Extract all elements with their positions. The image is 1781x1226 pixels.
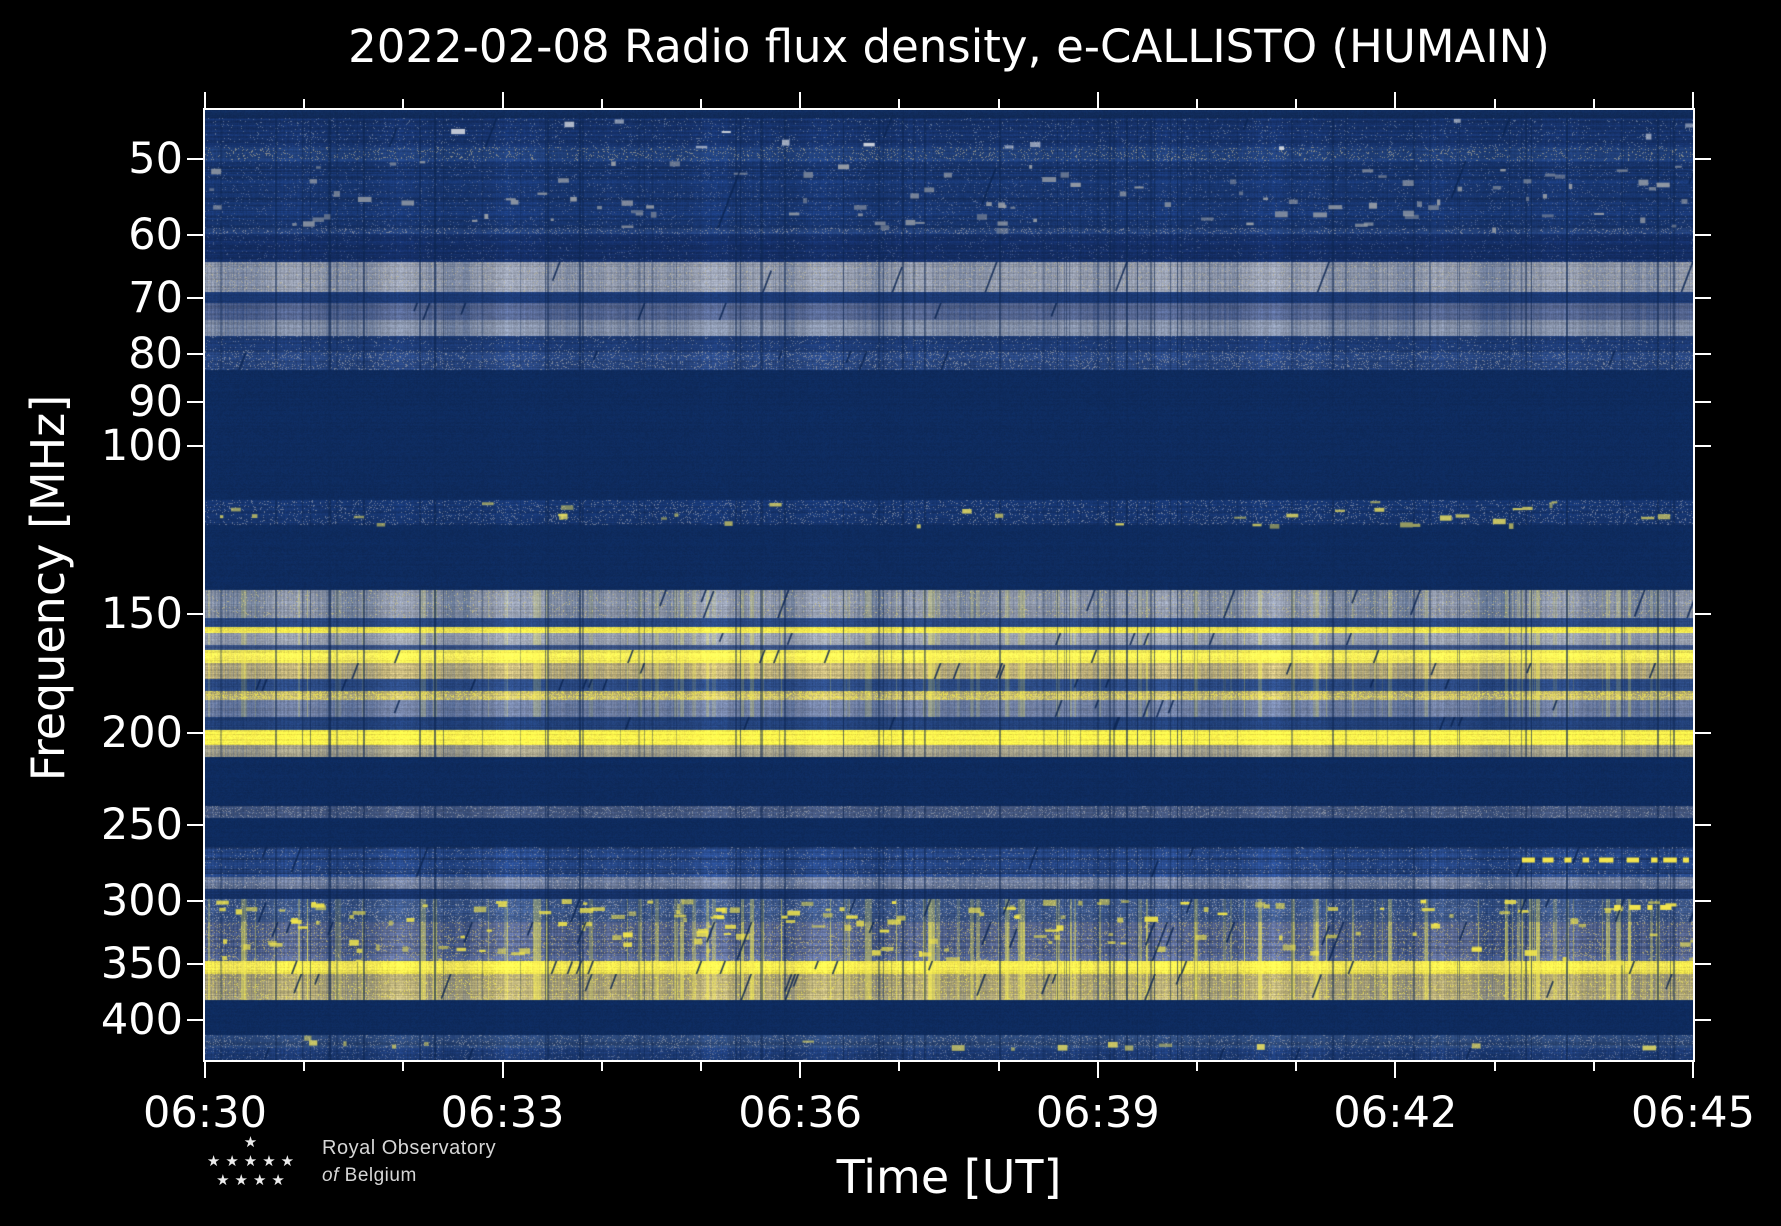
axis-spine-top [203, 108, 1695, 110]
x-tick-minor-top [898, 99, 900, 108]
x-tick-minor-top [700, 99, 702, 108]
spectrogram-canvas [205, 110, 1693, 1060]
stars-row-3: ★★★★ [216, 1171, 290, 1189]
y-tick-major [187, 445, 203, 447]
y-tick-label: 50 [128, 134, 183, 184]
x-tick-minor-top [1295, 99, 1297, 108]
chart-title: 2022-02-08 Radio flux density, e-CALLIST… [348, 20, 1550, 73]
y-axis-title: Frequency [MHz] [21, 394, 75, 782]
axis-spine-left [203, 108, 205, 1062]
x-tick-minor [1295, 1062, 1297, 1071]
y-tick-major [187, 234, 203, 236]
x-tick-minor-top [402, 99, 404, 108]
x-tick-major [1692, 1062, 1694, 1078]
x-tick-minor [700, 1062, 702, 1071]
x-tick-minor-top [601, 99, 603, 108]
rob-logo-text: Royal Observatory of Belgium [322, 1137, 496, 1187]
stars-row-1: ★ [243, 1133, 263, 1151]
x-tick-major [799, 1062, 801, 1078]
y-tick-major [187, 732, 203, 734]
y-tick-major [187, 900, 203, 902]
x-tick-major [1097, 1062, 1099, 1078]
y-tick-major-right [1695, 297, 1711, 299]
y-tick-major [187, 824, 203, 826]
x-tick-major-top [502, 92, 504, 108]
rob-logo-stars-icon: ★ ★★★★★ ★★★★ [198, 1133, 308, 1190]
x-tick-minor-top [303, 99, 305, 108]
rob-logo: ★ ★★★★★ ★★★★ Royal Observatory of Belgiu… [198, 1133, 496, 1190]
axis-spine-right [1693, 108, 1695, 1062]
y-tick-label: 400 [100, 995, 183, 1045]
x-tick-major [1394, 1062, 1396, 1078]
y-tick-major-right [1695, 234, 1711, 236]
y-tick-label: 300 [100, 876, 183, 926]
x-tick-minor-top [1593, 99, 1595, 108]
y-tick-label: 200 [100, 708, 183, 758]
y-tick-major-right [1695, 613, 1711, 615]
x-tick-minor [1494, 1062, 1496, 1071]
y-tick-major-right [1695, 900, 1711, 902]
y-tick-major-right [1695, 732, 1711, 734]
x-tick-minor [998, 1062, 1000, 1071]
x-tick-minor [402, 1062, 404, 1071]
x-tick-major-top [1394, 92, 1396, 108]
y-tick-label: 150 [100, 589, 183, 639]
x-tick-major [204, 1062, 206, 1078]
x-tick-major-top [204, 92, 206, 108]
x-tick-minor-top [1196, 99, 1198, 108]
y-tick-major-right [1695, 1019, 1711, 1021]
stars-row-2: ★★★★★ [206, 1152, 300, 1170]
y-tick-major [187, 1019, 203, 1021]
y-tick-major-right [1695, 158, 1711, 160]
x-tick-minor [1593, 1062, 1595, 1071]
x-tick-major-top [799, 92, 801, 108]
y-tick-label: 60 [128, 210, 183, 260]
x-tick-major-top [1692, 92, 1694, 108]
x-axis-title: Time [UT] [836, 1150, 1062, 1204]
y-tick-major [187, 401, 203, 403]
spectrogram-plot [205, 110, 1693, 1060]
y-tick-major-right [1695, 353, 1711, 355]
rob-logo-belgium: Belgium [344, 1164, 417, 1186]
y-tick-label: 70 [128, 273, 183, 323]
y-tick-major-right [1695, 401, 1711, 403]
y-tick-label: 90 [128, 377, 183, 427]
x-tick-minor [1196, 1062, 1198, 1071]
x-tick-minor [601, 1062, 603, 1071]
y-tick-major-right [1695, 824, 1711, 826]
axis-spine-bottom [203, 1060, 1695, 1062]
x-tick-label: 06:45 [1631, 1088, 1755, 1138]
x-tick-label: 06:33 [440, 1088, 565, 1138]
x-tick-minor-top [1494, 99, 1496, 108]
x-tick-label: 06:42 [1333, 1088, 1458, 1138]
y-tick-major-right [1695, 445, 1711, 447]
x-tick-label: 06:39 [1035, 1088, 1160, 1138]
y-tick-major-right [1695, 963, 1711, 965]
x-tick-label: 06:30 [143, 1088, 267, 1138]
y-tick-major [187, 297, 203, 299]
y-tick-label: 350 [100, 939, 183, 989]
y-tick-label: 250 [100, 800, 183, 850]
rob-logo-text-line2: of Belgium [322, 1165, 496, 1187]
y-tick-major [187, 353, 203, 355]
rob-logo-of: of [322, 1164, 339, 1186]
y-tick-label: 100 [100, 421, 183, 471]
x-tick-minor-top [998, 99, 1000, 108]
x-tick-label: 06:36 [738, 1088, 863, 1138]
x-tick-major-top [1097, 92, 1099, 108]
y-tick-label: 80 [128, 329, 183, 379]
y-tick-major [187, 963, 203, 965]
y-tick-major [187, 613, 203, 615]
y-tick-major [187, 158, 203, 160]
x-tick-major [502, 1062, 504, 1078]
rob-logo-text-line1: Royal Observatory [322, 1136, 497, 1159]
x-tick-minor [898, 1062, 900, 1071]
x-tick-minor [303, 1062, 305, 1071]
